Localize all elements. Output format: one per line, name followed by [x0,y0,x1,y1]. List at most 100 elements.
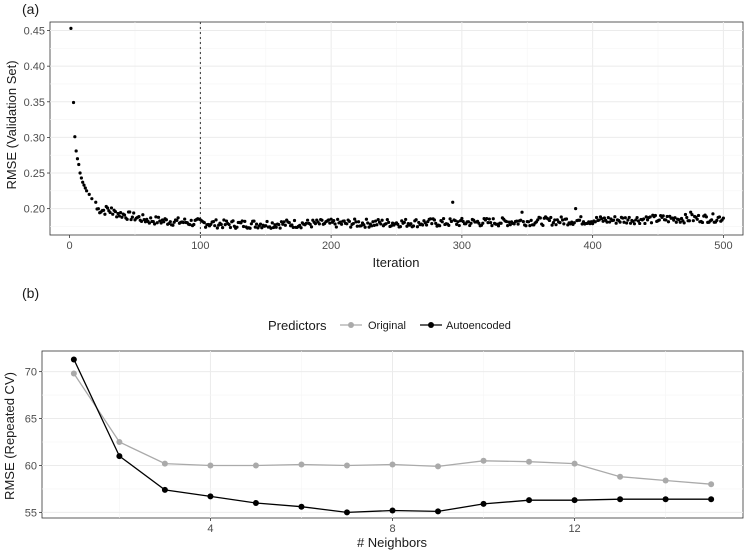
scatter-point [83,186,87,190]
scatter-point [485,216,489,221]
panel-b-gridlines [42,351,743,518]
scatter-point [119,210,123,215]
scatter-point [496,224,501,228]
scatter-point [108,210,112,215]
scatter-point [73,135,77,139]
scatter-point [528,224,532,228]
panel-b-y-ticks: 55 60 65 70 [25,367,42,519]
series-point-original [480,457,487,464]
panel-a-gridlines [50,22,743,235]
scatter-point [428,217,433,221]
scatter-point [364,217,369,221]
scatter-point [597,218,601,222]
scatter-point [151,220,155,224]
scatter-point [653,213,657,218]
scatter-point [249,222,253,226]
scatter-point [400,219,404,223]
panel-a-x-ticks: 0 100 200 300 400 500 [67,235,733,252]
scatter-point [577,218,582,222]
scatter-point [117,214,121,218]
panel-a-x-tick-label: 400 [583,240,601,252]
scatter-point [141,213,145,217]
scatter-point [611,218,616,222]
scatter-point [278,226,282,230]
scatter-point [376,217,380,222]
scatter-point [334,225,338,229]
series-point-original [298,461,305,468]
scatter-point [78,171,82,175]
scatter-point [102,208,106,212]
scatter-point [74,149,78,153]
scatter-point [328,221,332,225]
series-point-original [617,473,624,480]
panel-b-y-tick-label: 70 [25,367,37,379]
panel-b-x-axis-label: # Neighbors [357,535,428,550]
scatter-point [507,220,511,224]
scatter-point [469,221,473,225]
scatter-point [678,220,682,224]
scatter-point [356,220,361,224]
scatter-point [516,222,520,226]
scatter-point [156,215,161,219]
scatter-point [254,222,259,226]
scatter-point [558,220,562,225]
scatter-point [155,221,159,225]
scatter-point [181,220,185,225]
scatter-point [526,220,531,224]
scatter-point [460,216,464,221]
scatter-point [211,219,216,224]
scatter-point [440,220,444,224]
scatter-point [342,219,346,223]
series-point-original [207,462,214,469]
scatter-point [541,223,545,228]
scatter-point [387,220,391,225]
scatter-point [396,222,400,226]
panel-a-y-ticks: 0.20 0.25 0.30 0.35 0.40 0.45 [24,26,50,216]
scatter-point [243,219,247,223]
scatter-point [125,217,129,221]
scatter-point [625,221,629,225]
scatter-point [332,219,336,223]
series-point-autoencoded [389,507,396,514]
series-original [70,370,715,488]
series-point-original [662,477,669,484]
scatter-point [366,221,370,225]
legend-swatch-original-point [348,322,354,328]
scatter-point [370,224,374,228]
scatter-point [700,220,705,225]
scatter-point [273,223,277,227]
scatter-point [116,211,120,216]
panel-b-series [70,356,715,516]
scatter-point [139,219,144,224]
scatter-point [414,218,418,222]
scatter-point [385,218,389,222]
scatter-point [636,219,640,223]
scatter-point [644,215,648,219]
scatter-point [149,216,153,220]
scatter-point [77,162,81,167]
scatter-point [424,223,429,227]
panel-a-label: (a) [22,1,39,17]
scatter-point [355,224,359,228]
scatter-point [696,213,701,218]
scatter-point [521,220,525,224]
panel-a-x-axis-label: Iteration [373,255,420,270]
panel-a-x-tick-label: 500 [714,240,732,252]
panel-a-y-tick-label: 0.25 [24,168,45,180]
panel-a-y-tick-label: 0.45 [24,26,45,38]
scatter-point [130,215,134,219]
scatter-point [689,210,693,214]
scatter-point [710,218,714,222]
scatter-point [717,215,722,219]
scatter-point [111,212,115,216]
scatter-point [499,221,503,225]
scatter-point [411,224,416,228]
series-point-autoencoded [662,496,669,503]
scatter-point [188,222,192,227]
scatter-point [333,222,337,226]
series-point-autoencoded [435,508,442,515]
scatter-point [623,216,627,220]
scatter-point [215,226,219,230]
scatter-point [550,223,554,227]
scatter-point [143,220,148,224]
